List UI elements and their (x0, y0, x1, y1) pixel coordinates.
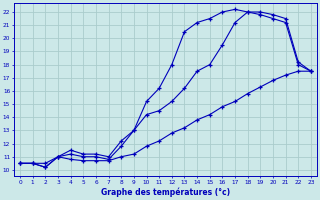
X-axis label: Graphe des températures (°c): Graphe des températures (°c) (101, 188, 230, 197)
